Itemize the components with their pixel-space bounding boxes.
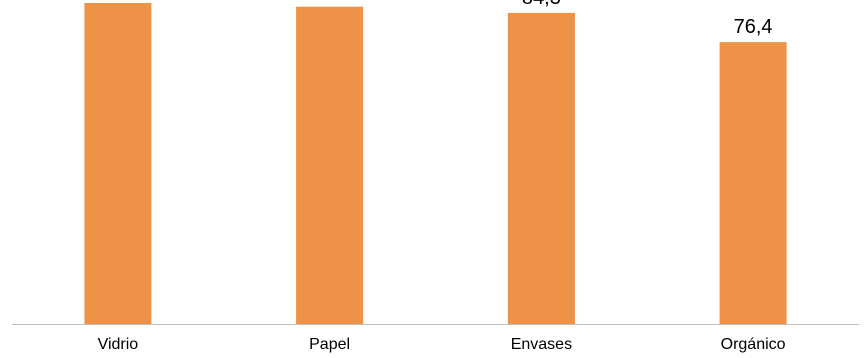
bars-layer xyxy=(84,3,787,325)
data-label-3: 76,4 xyxy=(734,16,773,38)
bar-1 xyxy=(296,6,364,324)
bar-3 xyxy=(719,42,787,324)
x-tick-labels-layer: Vidrio Papel Envases Orgánico xyxy=(98,336,786,353)
data-label-1: 86,0 xyxy=(310,0,349,3)
bar-0 xyxy=(84,3,152,324)
x-tick-label-1: Papel xyxy=(309,336,350,353)
data-labels-layer: 87,086,084,376,4 xyxy=(310,0,773,38)
x-tick-label-0: Vidrio xyxy=(98,336,139,353)
data-label-2: 84,3 xyxy=(522,0,561,9)
bar-2 xyxy=(507,12,575,325)
x-tick-label-2: Envases xyxy=(511,336,572,353)
x-tick-label-3: Orgánico xyxy=(721,336,786,353)
